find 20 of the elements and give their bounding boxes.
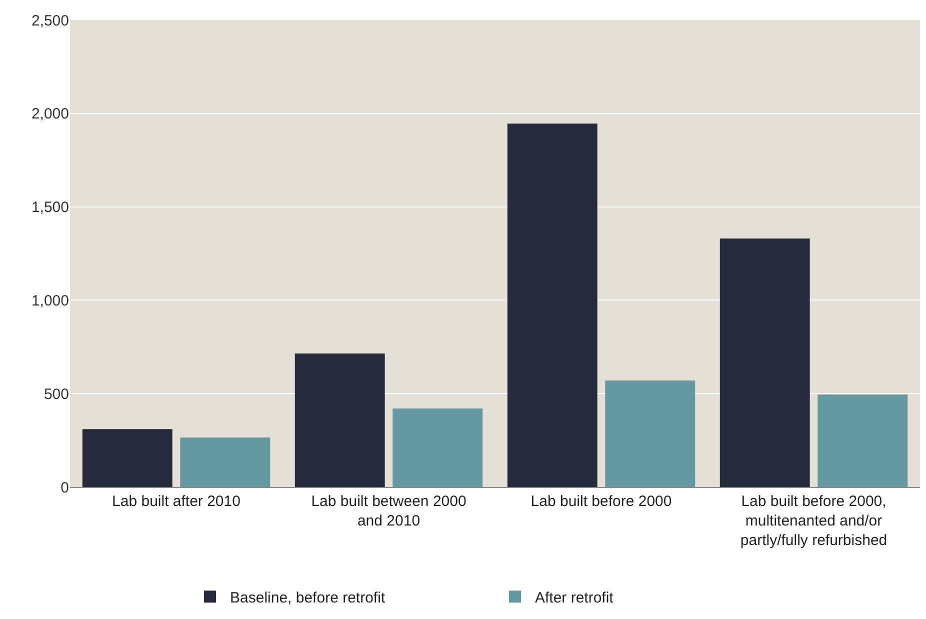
x-tick-label: Lab built before 2000, multitenanted and/or partly/fully refurbished	[740, 493, 888, 549]
y-tick-label: 500	[44, 386, 69, 403]
bar	[294, 353, 385, 487]
x-tick-label: Lab built before 2000	[530, 493, 672, 510]
y-tick-label: 2,500	[31, 12, 69, 30]
y-tick-label: 2,000	[31, 106, 69, 123]
y-tick-label: 0	[60, 479, 69, 496]
y-tick-label: 1,000	[31, 292, 69, 310]
bar	[605, 380, 696, 487]
bar	[720, 238, 810, 487]
legend-label: After retrofit	[535, 590, 614, 606]
x-tick-label: Lab built after 2010	[112, 493, 240, 510]
legend-label: Baseline, before retrofit	[230, 590, 386, 606]
bar	[818, 394, 908, 487]
bar	[82, 429, 172, 487]
bar	[392, 408, 483, 487]
x-tick-label: Lab built between 2000 and 2010	[311, 493, 466, 530]
bar	[507, 124, 598, 487]
y-tick-label: 1,500	[31, 199, 69, 216]
bar	[180, 438, 270, 487]
